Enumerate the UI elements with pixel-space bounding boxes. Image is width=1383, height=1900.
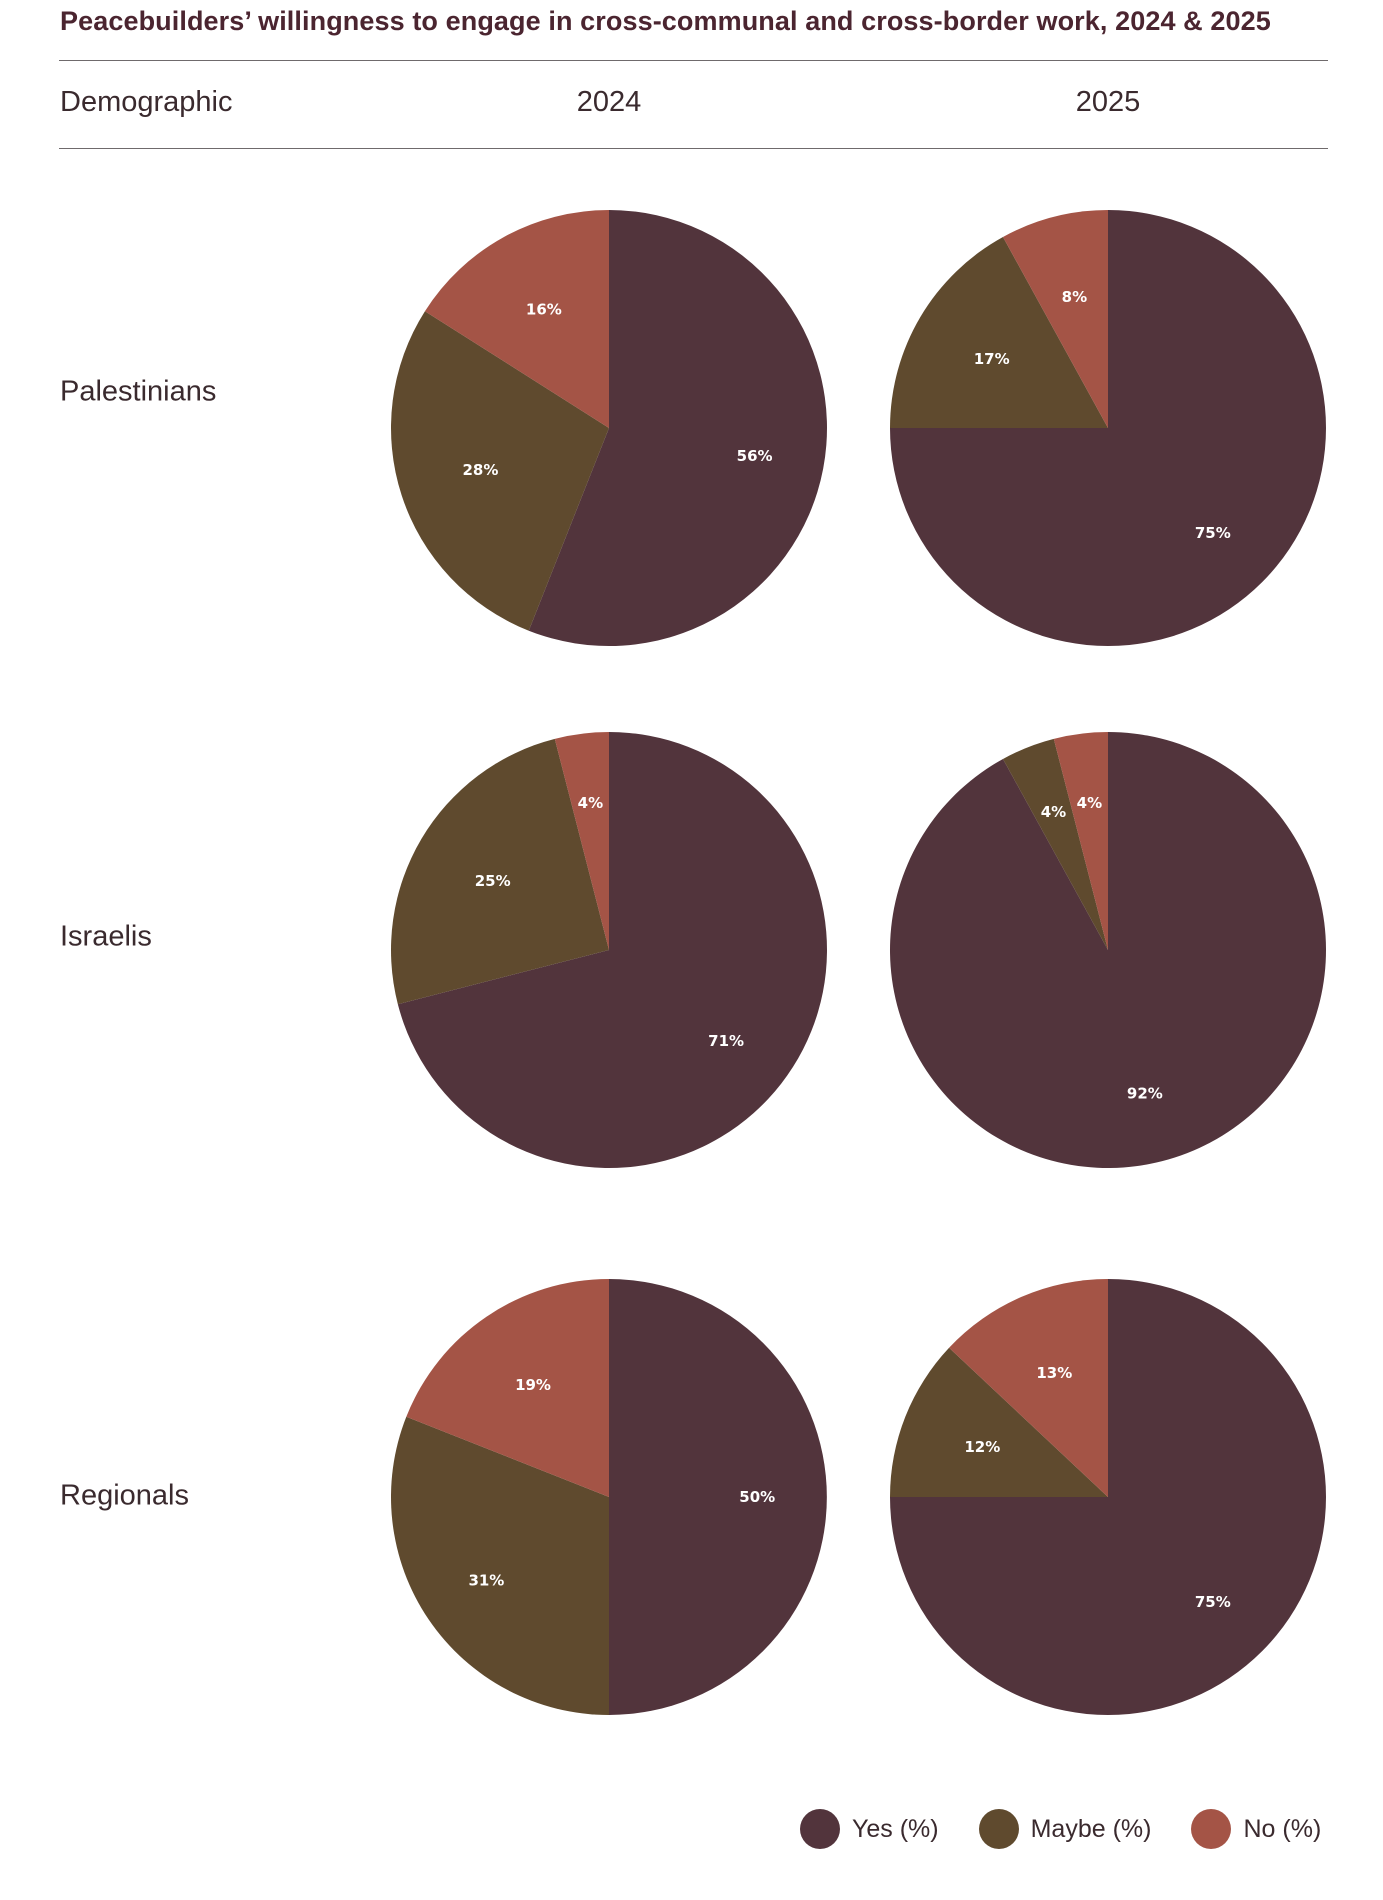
pie-slice-maybe: [890, 236, 1108, 428]
pie-slice-no: [1053, 732, 1108, 950]
pie-regionals-2024: 50% 31% 19%: [391, 1279, 827, 1715]
legend-item-no: No (%): [1191, 1809, 1321, 1849]
pie-slice-maybe: [391, 1416, 609, 1715]
legend-swatch-no: [1191, 1809, 1232, 1849]
pie-slice-no: [424, 210, 609, 428]
pie-slice-yes: [609, 1279, 827, 1715]
header-top-rule: [59, 60, 1328, 61]
legend-item-maybe: Maybe (%): [978, 1809, 1152, 1849]
column-header-2024: 2024: [576, 86, 642, 118]
pie-slice-label-maybe: 25%: [475, 872, 511, 890]
legend-label-yes: Yes (%): [852, 1814, 939, 1843]
row-label-regionals: Regionals: [60, 1479, 189, 1512]
pie-slice-no: [949, 1279, 1108, 1497]
legend-item-yes: Yes (%): [800, 1809, 939, 1849]
pie-slice-label-no: 8%: [1062, 288, 1087, 306]
pie-israelis-2025: 92% 4% 4%: [889, 732, 1326, 1168]
pie-slice-label-yes: 92%: [1127, 1085, 1163, 1103]
pie-slice-no: [554, 732, 609, 950]
pie-regionals-2025: 75% 12% 13%: [890, 1279, 1326, 1715]
pie-palestinians-2024: 56% 28% 16%: [391, 210, 827, 647]
pie-slice-label-no: 4%: [1077, 794, 1102, 812]
header-bottom-rule: [59, 148, 1328, 149]
legend-label-no: No (%): [1243, 1814, 1322, 1843]
legend: Yes (%) Maybe (%) No (%): [800, 1807, 1321, 1851]
pie-slice-label-no: 19%: [515, 1376, 551, 1394]
pie-slice-no: [406, 1279, 609, 1497]
pie-slice-label-maybe: 31%: [468, 1571, 504, 1589]
pie-slice-label-yes: 56%: [737, 447, 773, 465]
pie-slice-label-yes: 75%: [1195, 524, 1231, 542]
pie-slice-label-yes: 71%: [708, 1032, 744, 1050]
pie-slice-maybe: [890, 1347, 1108, 1497]
pie-slice-yes: [397, 732, 827, 1168]
column-header-demographic: Demographic: [60, 86, 233, 118]
pie-slice-maybe: [1002, 738, 1108, 950]
pie-slice-maybe: [391, 738, 609, 1005]
pie-slice-label-no: 13%: [1036, 1364, 1072, 1382]
pie-israelis-2024: 71% 25% 4%: [391, 732, 827, 1168]
pie-slice-maybe: [391, 311, 609, 631]
chart-title: Peacebuilders’ willingness to engage in …: [60, 6, 1271, 36]
pie-slice-no: [1002, 210, 1108, 428]
pie-slice-label-maybe: 17%: [974, 350, 1010, 368]
pie-slice-label-no: 16%: [526, 301, 562, 319]
pie-slice-label-no: 4%: [578, 794, 603, 812]
pie-palestinians-2025: 75% 17% 8%: [890, 210, 1326, 646]
pie-slice-label-yes: 50%: [739, 1488, 775, 1506]
pie-slice-label-maybe: 4%: [1041, 803, 1066, 821]
column-header-2025: 2025: [1075, 86, 1141, 118]
row-label-israelis: Israelis: [60, 920, 152, 953]
row-label-palestinians: Palestinians: [60, 375, 217, 408]
pie-slice-label-maybe: 28%: [463, 461, 499, 479]
pie-slice-label-yes: 75%: [1195, 1593, 1231, 1611]
pie-slice-yes: [528, 210, 827, 647]
legend-label-maybe: Maybe (%): [1030, 1814, 1152, 1843]
legend-swatch-yes: [800, 1809, 840, 1849]
legend-swatch-maybe: [978, 1809, 1019, 1849]
pie-slice-label-maybe: 12%: [964, 1438, 1000, 1456]
